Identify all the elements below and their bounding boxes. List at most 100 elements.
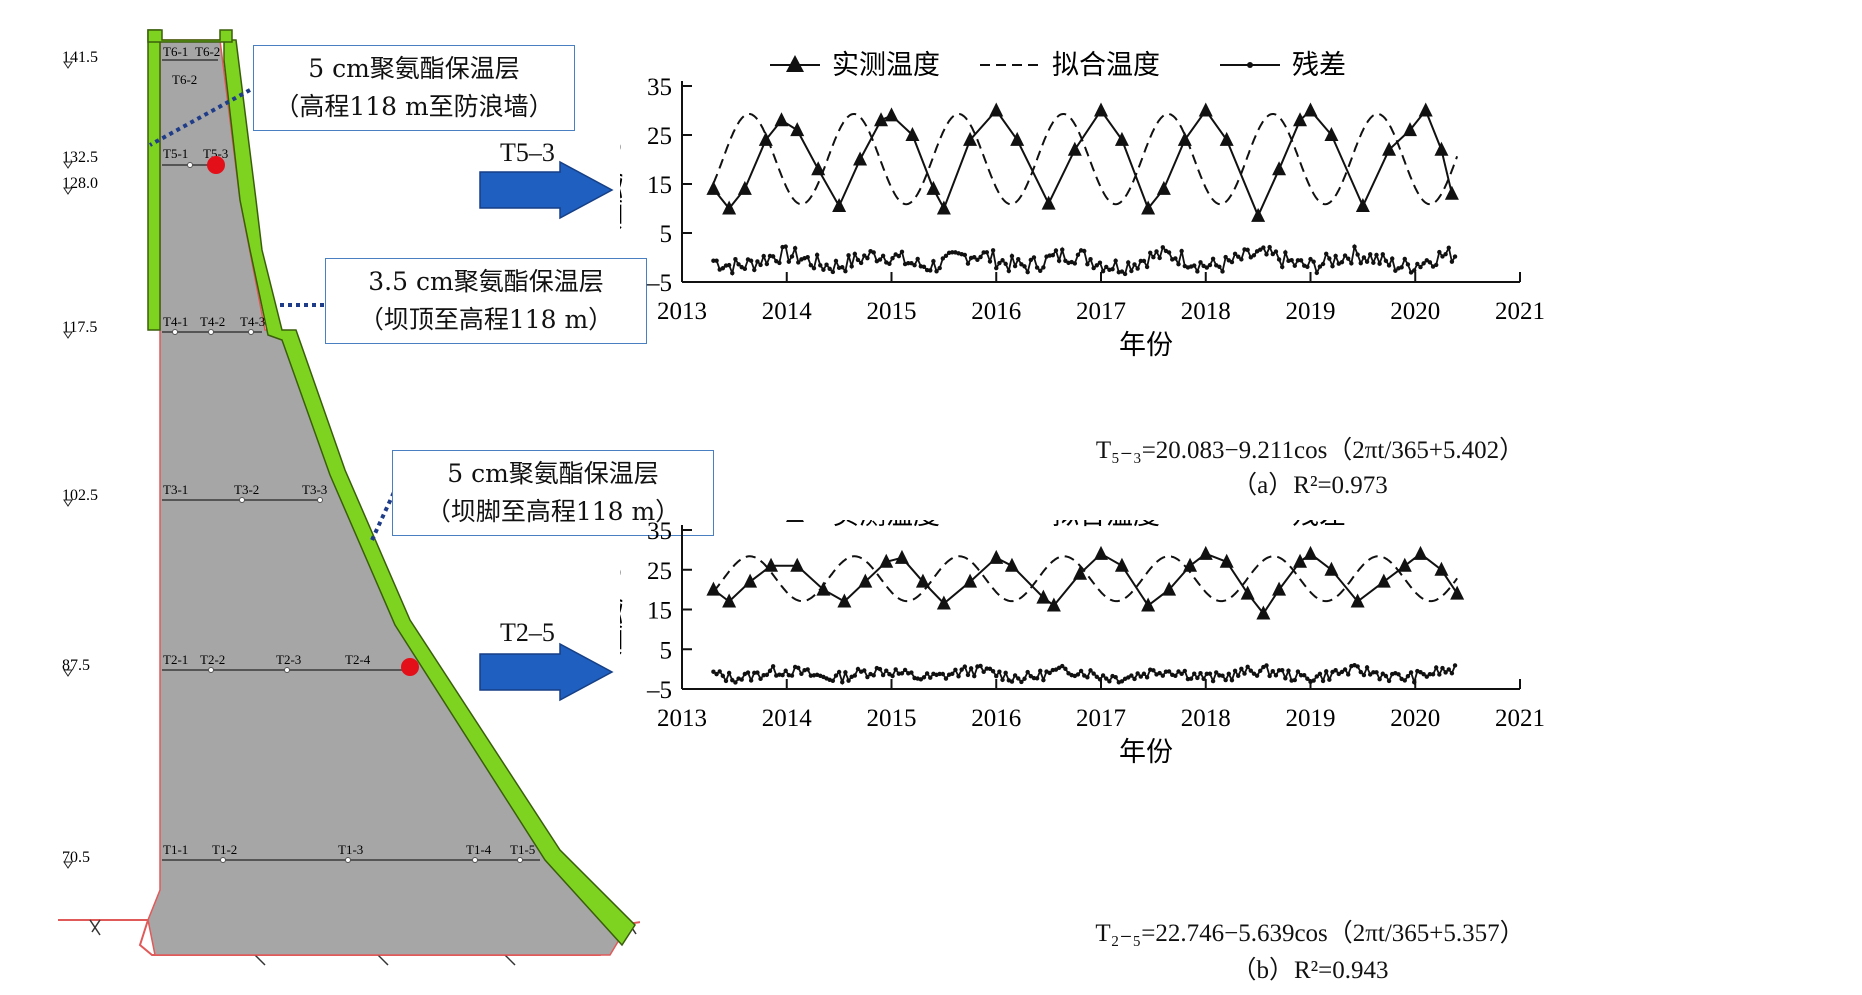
measured-point — [790, 122, 805, 137]
x-tick-label: 2013 — [657, 298, 707, 325]
sensor-T1-5: T1-5 — [510, 842, 535, 857]
callout-2-line1: 3.5 cm聚氨酯保温层 — [368, 267, 604, 296]
sensor-T2-4: T2-4 — [345, 652, 371, 667]
residual-point — [1072, 261, 1078, 266]
residual-point — [1060, 247, 1065, 252]
callout-2-line2: （坝顶至高程118 m） — [358, 305, 614, 334]
residual-point — [830, 269, 836, 275]
residual-point — [1402, 678, 1407, 683]
residual-point — [843, 268, 848, 274]
chart-b-equation: T₂₋₅=22.746−5.639cos（2πt/365+5.357） — [1095, 920, 1525, 947]
measured-point — [1183, 557, 1198, 572]
measured-point — [722, 593, 737, 608]
residual-point — [1298, 258, 1304, 263]
residual-point — [877, 257, 883, 262]
residual-point — [1267, 673, 1272, 679]
measured-point — [1397, 557, 1412, 572]
residual-point — [1258, 247, 1263, 252]
residual-point — [1091, 671, 1096, 676]
residual-point — [984, 666, 990, 671]
x-tick-label: 2017 — [1076, 705, 1126, 732]
residual-point — [912, 262, 917, 268]
y-axis-label: 温度/℃ — [620, 563, 627, 656]
measured-point — [963, 573, 978, 588]
residual-point — [1412, 268, 1417, 273]
parapet — [147, 29, 233, 43]
residual-point — [855, 666, 861, 672]
residual-point — [1236, 254, 1241, 259]
residual-point — [1100, 268, 1106, 274]
residual-point — [1421, 261, 1426, 266]
legend-triangle-icon — [786, 55, 804, 72]
residual-point — [717, 669, 722, 674]
measured-point — [915, 573, 930, 588]
residual-point — [1163, 669, 1169, 674]
residual-point — [962, 664, 968, 669]
residual-point — [1302, 672, 1307, 678]
residual-point — [1094, 263, 1100, 268]
x-tick-label: 2021 — [1495, 298, 1545, 325]
measured-point — [1434, 561, 1449, 576]
sensor-T2-3: T2-3 — [276, 652, 301, 667]
residual-point — [1207, 262, 1213, 268]
residual-point — [1088, 257, 1093, 262]
residual-point — [770, 664, 776, 669]
residual-point — [783, 244, 788, 249]
sensor-T1-1: T1-1 — [163, 842, 188, 857]
residual-point — [1402, 256, 1407, 262]
measured-point — [837, 593, 852, 608]
residual-point — [1229, 678, 1235, 683]
residual-point — [821, 267, 826, 272]
residual-point — [1399, 265, 1404, 270]
dam-section: 141.5 132.5 128.0 117.5 102.5 87.5 70.5 … — [58, 29, 640, 966]
x-tick-label: 2018 — [1181, 298, 1231, 325]
measured-point — [1219, 131, 1234, 146]
chart-b-r2: R²=0.943 — [1293, 957, 1389, 984]
residual-point — [965, 672, 971, 678]
residual-point — [1408, 270, 1414, 275]
residual-point — [1025, 669, 1030, 675]
residual-point — [990, 669, 996, 674]
residual-point — [1386, 678, 1392, 684]
residual-point — [1446, 245, 1451, 250]
measured-point — [758, 131, 773, 146]
residual-point — [1333, 253, 1338, 259]
residual-point — [972, 255, 977, 260]
chart-a-r2: R²=0.973 — [1293, 472, 1388, 499]
residual-point — [1047, 670, 1052, 676]
arrow-label-T5-3: T5–3 — [500, 138, 555, 167]
measured-point — [811, 161, 826, 176]
sensor-T4-1: T4-1 — [163, 314, 188, 329]
residual-point — [1377, 677, 1382, 682]
residual-point — [1355, 664, 1360, 669]
residual-point — [752, 670, 757, 676]
residual-point — [789, 673, 795, 678]
residual-point — [1393, 268, 1398, 273]
residual-point — [755, 670, 760, 675]
residual-point — [997, 260, 1002, 266]
residual-point — [858, 260, 864, 266]
residual-point — [1390, 256, 1395, 261]
residual-point — [1031, 255, 1037, 260]
residual-point — [1424, 258, 1429, 263]
measured-point — [874, 112, 889, 127]
x-tick-label: 2019 — [1286, 298, 1336, 325]
residual-point — [846, 678, 851, 683]
residual-point — [1339, 259, 1345, 265]
sensor-T2-2: T2-2 — [200, 652, 225, 667]
sensor-T5-3: T5-3 — [203, 146, 228, 161]
residual-point — [987, 259, 993, 264]
residual-point — [1003, 670, 1008, 676]
residual-point — [1324, 669, 1329, 674]
residual-point — [1038, 268, 1043, 273]
residual-point — [1132, 676, 1137, 682]
residual-point — [758, 262, 763, 268]
residual-point — [1245, 664, 1250, 670]
measured-point — [1067, 141, 1082, 156]
residual-point — [840, 679, 845, 685]
residual-point — [884, 668, 889, 673]
residual-point — [1207, 671, 1213, 676]
residual-point — [1088, 668, 1093, 673]
residual-point — [726, 670, 732, 676]
residual-point — [1075, 672, 1081, 677]
